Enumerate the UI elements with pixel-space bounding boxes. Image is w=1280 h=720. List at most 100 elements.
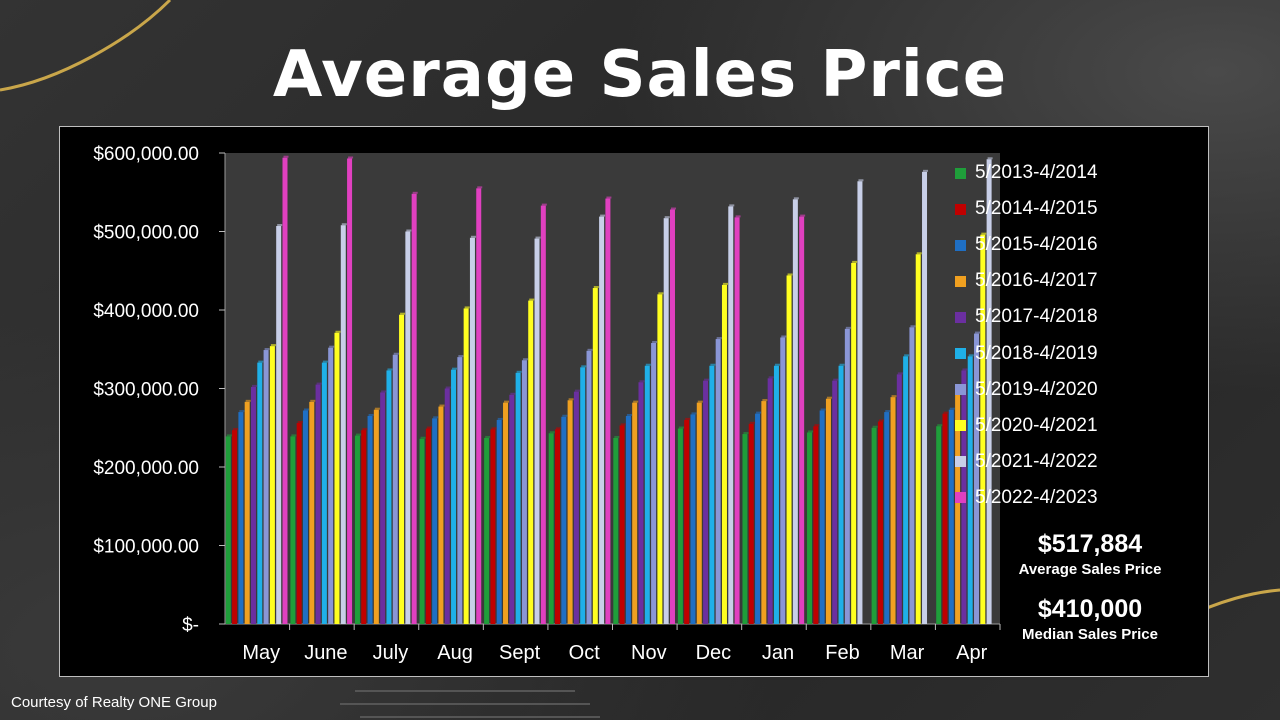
bar-aug-4 bbox=[444, 388, 450, 624]
x-tick-label: Dec bbox=[696, 642, 732, 664]
bar-top bbox=[233, 428, 239, 431]
bar-top bbox=[452, 367, 458, 370]
bar-mar-6 bbox=[909, 327, 915, 624]
bar-apr-1 bbox=[942, 413, 948, 624]
bar-june-5 bbox=[321, 362, 327, 624]
bar-top bbox=[600, 214, 606, 217]
bar-aug-9 bbox=[476, 188, 482, 624]
bar-top bbox=[645, 363, 651, 366]
bar-top bbox=[226, 434, 232, 437]
bar-top bbox=[981, 232, 987, 235]
bar-nov-8 bbox=[663, 218, 669, 624]
bar-feb-1 bbox=[813, 426, 819, 624]
legend-swatch bbox=[955, 203, 966, 215]
bar-july-1 bbox=[361, 430, 367, 624]
bar-top bbox=[568, 398, 574, 401]
x-tick-label: Aug bbox=[437, 642, 473, 664]
bar-aug-3 bbox=[438, 406, 444, 624]
bar-top bbox=[504, 400, 510, 403]
bar-top bbox=[885, 410, 891, 413]
median-price-label: Median Sales Price bbox=[1022, 626, 1158, 643]
legend-swatch bbox=[955, 348, 966, 360]
bar-mar-4 bbox=[896, 374, 902, 624]
bar-top bbox=[239, 410, 245, 413]
bar-sept-7 bbox=[528, 300, 534, 624]
bar-top bbox=[445, 386, 451, 389]
bar-top bbox=[910, 325, 916, 328]
bar-top bbox=[574, 389, 580, 392]
bar-top bbox=[477, 186, 483, 189]
decorative-line bbox=[355, 690, 575, 692]
bar-top bbox=[833, 378, 839, 381]
bar-july-8 bbox=[405, 231, 411, 624]
x-tick-label: Jan bbox=[762, 642, 794, 664]
page-title: Average Sales Price bbox=[272, 38, 1008, 112]
bar-top bbox=[374, 407, 380, 410]
bar-top bbox=[678, 426, 684, 429]
bar-top bbox=[987, 157, 993, 160]
bar-oct-2 bbox=[561, 416, 567, 624]
bar-jan-6 bbox=[780, 337, 786, 624]
bar-oct-9 bbox=[605, 198, 611, 624]
legend-swatch bbox=[955, 167, 966, 179]
bar-top bbox=[562, 414, 568, 417]
bar-aug-6 bbox=[457, 357, 463, 624]
bar-may-1 bbox=[232, 430, 238, 624]
bar-top bbox=[756, 411, 762, 414]
bar-top bbox=[535, 236, 541, 239]
bar-nov-5 bbox=[644, 365, 650, 624]
bar-top bbox=[814, 424, 820, 427]
bar-jan-2 bbox=[755, 413, 761, 624]
bar-top bbox=[691, 412, 697, 415]
bar-top bbox=[658, 292, 664, 295]
bar-aug-8 bbox=[469, 237, 475, 624]
bar-nov-0 bbox=[613, 437, 619, 624]
bar-june-6 bbox=[328, 347, 334, 624]
plot-area bbox=[225, 153, 1000, 624]
legend-item: 5/2020-4/2021 bbox=[955, 408, 1195, 444]
bar-top bbox=[949, 407, 955, 410]
bar-sept-6 bbox=[521, 360, 527, 624]
bar-july-2 bbox=[367, 415, 373, 624]
bar-jan-3 bbox=[761, 401, 767, 624]
bar-top bbox=[264, 348, 270, 351]
bar-june-2 bbox=[302, 410, 308, 624]
bar-top bbox=[355, 433, 361, 436]
bar-top bbox=[522, 358, 528, 361]
legend-label: 5/2018-4/2019 bbox=[975, 342, 1098, 364]
legend-item: 5/2021-4/2022 bbox=[955, 444, 1195, 480]
average-price-stat: $517,884 Average Sales Price bbox=[990, 530, 1190, 578]
bar-top bbox=[464, 306, 470, 309]
legend-label: 5/2020-4/2021 bbox=[975, 414, 1098, 436]
bar-top bbox=[470, 235, 476, 238]
bar-sept-9 bbox=[540, 205, 546, 624]
bar-top bbox=[420, 436, 426, 439]
bar-july-7 bbox=[399, 314, 405, 624]
bar-jan-9 bbox=[799, 216, 805, 624]
bar-top bbox=[904, 354, 910, 357]
bar-mar-0 bbox=[871, 427, 877, 624]
bar-may-0 bbox=[225, 436, 231, 624]
bar-top bbox=[975, 331, 981, 334]
bar-top bbox=[710, 363, 716, 366]
bar-top bbox=[826, 396, 832, 399]
bar-top bbox=[872, 425, 878, 428]
bar-top bbox=[652, 340, 658, 343]
bar-dec-5 bbox=[709, 365, 715, 624]
average-price-value: $517,884 bbox=[1037, 530, 1143, 558]
bar-july-9 bbox=[411, 193, 417, 624]
legend-swatch bbox=[955, 384, 966, 396]
bar-top bbox=[393, 352, 399, 355]
legend-item: 5/2014-4/2015 bbox=[955, 191, 1195, 227]
bar-top bbox=[670, 207, 676, 210]
bar-top bbox=[793, 197, 799, 200]
bar-dec-8 bbox=[728, 206, 734, 624]
chart-legend: 5/2013-4/2014 5/2014-4/2015 5/2015-4/2016 5… bbox=[955, 155, 1195, 516]
y-tick-label: $300,000.00 bbox=[93, 380, 199, 401]
bar-nov-9 bbox=[669, 209, 675, 624]
bar-top bbox=[845, 326, 851, 329]
legend-label: 5/2021-4/2022 bbox=[975, 450, 1098, 472]
x-tick-label: Mar bbox=[890, 642, 925, 664]
x-tick-label: Sept bbox=[499, 642, 541, 664]
bar-top bbox=[245, 399, 251, 402]
